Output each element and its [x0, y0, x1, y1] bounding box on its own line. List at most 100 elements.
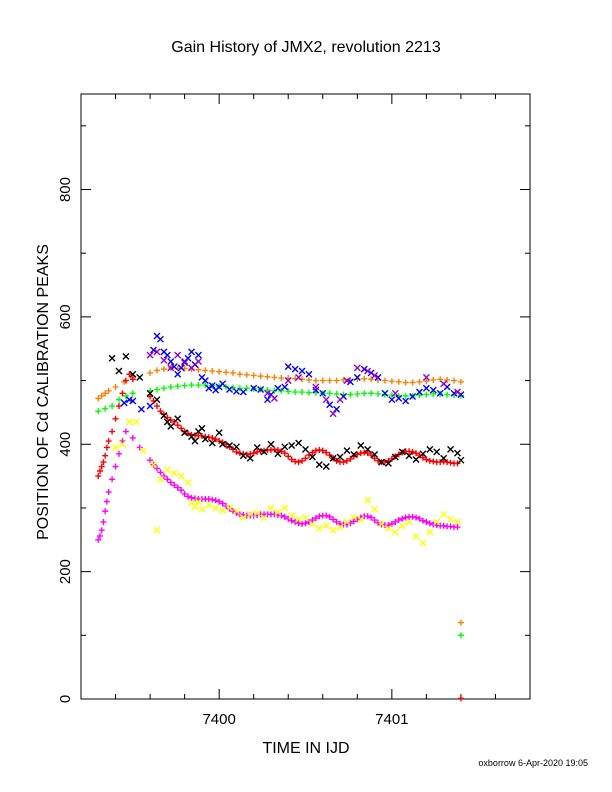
data-point [102, 508, 109, 515]
data-point [312, 515, 319, 522]
data-point [288, 512, 296, 520]
data-point [402, 392, 409, 399]
data-point [239, 514, 247, 521]
data-point [319, 377, 326, 384]
data-point [323, 449, 330, 456]
data-point [302, 520, 309, 527]
data-point [413, 450, 420, 457]
data-point [354, 390, 361, 397]
data-point [326, 452, 333, 459]
data-point [444, 391, 451, 398]
data-point [219, 507, 227, 514]
data-point [232, 387, 240, 395]
y-tick-label: 600 [57, 304, 74, 329]
data-point [333, 457, 340, 464]
data-point [409, 379, 416, 386]
data-point [377, 520, 385, 528]
data-point [433, 448, 441, 456]
data-point [423, 518, 430, 525]
data-point [426, 520, 433, 527]
data-point [440, 454, 448, 462]
data-point [353, 373, 361, 381]
data-point [388, 520, 395, 527]
series-6 [108, 352, 465, 471]
data-point [336, 396, 344, 404]
data-point [215, 429, 223, 437]
data-point [208, 382, 216, 390]
data-point [191, 503, 199, 511]
data-point [361, 390, 368, 397]
data-point [364, 367, 372, 375]
data-point [167, 357, 175, 365]
y-axis-label: POSITION OF Cd CALIBRATION PEAKS [35, 244, 52, 540]
data-point [198, 505, 206, 513]
data-point [309, 517, 316, 524]
data-point [333, 390, 340, 397]
data-point [153, 526, 161, 534]
data-point [156, 475, 164, 483]
footer-timestamp: oxborrow 6-Apr-2020 19:05 [478, 758, 588, 768]
data-point [423, 456, 430, 463]
data-point [150, 461, 158, 469]
data-point [136, 373, 144, 381]
data-point [395, 517, 402, 524]
data-point [250, 450, 257, 457]
data-point [163, 418, 171, 426]
data-point [274, 384, 282, 392]
data-point [195, 366, 202, 373]
data-point [305, 370, 313, 378]
data-point [198, 424, 206, 432]
data-point [416, 515, 423, 522]
data-point [129, 390, 136, 397]
data-point [163, 351, 171, 359]
data-point [419, 454, 426, 461]
data-point [205, 501, 213, 509]
data-point [271, 374, 278, 381]
data-point [243, 385, 250, 392]
data-point [364, 445, 372, 453]
data-point [100, 518, 107, 525]
data-point [163, 466, 171, 474]
y-tick-label: 400 [57, 432, 74, 457]
data-point [395, 394, 403, 402]
data-point [453, 449, 461, 457]
data-point [347, 455, 354, 462]
data-point [156, 335, 164, 343]
data-point [377, 458, 385, 466]
data-point [146, 402, 154, 410]
data-point [364, 450, 371, 457]
data-point [226, 386, 234, 393]
data-point [326, 377, 333, 384]
data-point [136, 444, 143, 451]
data-point [433, 518, 441, 526]
data-point [98, 463, 105, 470]
data-point [350, 518, 357, 525]
data-point [108, 354, 116, 362]
data-point [284, 363, 292, 371]
data-point [409, 393, 417, 400]
data-point [368, 390, 375, 397]
data-point [430, 376, 437, 383]
data-point [219, 380, 227, 388]
data-point [274, 508, 282, 516]
data-point [309, 449, 316, 456]
data-point [239, 388, 247, 396]
data-point [295, 515, 303, 523]
data-point [181, 490, 188, 497]
data-point [281, 383, 289, 391]
data-point [122, 428, 129, 435]
data-point [191, 437, 199, 445]
data-point [330, 516, 337, 523]
data-point [444, 376, 451, 383]
data-point [129, 434, 136, 441]
data-point [371, 455, 378, 462]
data-point [416, 378, 423, 385]
data-point [368, 376, 375, 383]
data-point [184, 354, 192, 362]
y-tick-label: 800 [57, 177, 74, 202]
data-point [212, 504, 220, 512]
data-point [129, 376, 136, 383]
data-point [281, 504, 289, 512]
data-point [288, 442, 296, 450]
data-point [209, 434, 216, 441]
